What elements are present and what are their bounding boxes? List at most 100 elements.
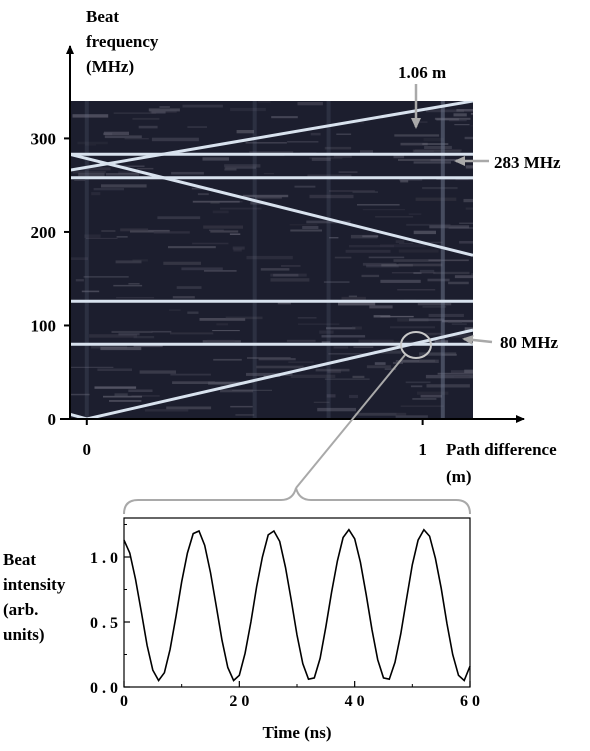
noise-speckle [395, 240, 405, 244]
noise-speckle [329, 190, 375, 192]
noise-speckle [384, 368, 397, 370]
noise-speckle [297, 317, 317, 319]
noise-speckle [207, 339, 235, 344]
noise-speckle [148, 108, 180, 112]
noise-speckle [338, 302, 376, 306]
noise-speckle [242, 194, 289, 198]
noise-speckle [85, 237, 118, 239]
noise-speckle [455, 178, 473, 181]
annotation-80mhz: 80 MHz [462, 333, 559, 352]
noise-speckle [170, 373, 211, 376]
noise-speckle [104, 135, 142, 139]
noise-speckle [75, 279, 84, 282]
noise-speckle [317, 407, 356, 412]
noise-speckle [172, 296, 195, 299]
top-ylabel-line-2: frequency [86, 32, 159, 51]
noise-speckle [233, 248, 242, 252]
noise-speckle [408, 213, 422, 215]
noise-speckle [423, 137, 444, 142]
noise-speckle [210, 230, 239, 233]
noise-speckle [420, 394, 442, 398]
noise-speckle [77, 141, 108, 145]
top-xlabel-line-1: Path difference [446, 440, 557, 459]
noise-speckle [397, 289, 436, 291]
annotation-80mhz-label: 80 MHz [500, 333, 559, 352]
noise-speckle [84, 234, 101, 238]
noise-speckle [138, 125, 158, 129]
noise-speckle [323, 281, 350, 283]
noise-speckle [263, 173, 274, 175]
noise-speckle [453, 113, 467, 117]
noise-speckle [203, 225, 243, 229]
noise-speckle [91, 192, 101, 196]
annotation-283mhz: 283 MHz [454, 153, 561, 172]
bottom-xlabel: Time (ns) [262, 723, 331, 742]
noise-speckle [132, 259, 148, 262]
noise-speckle [254, 196, 282, 199]
noise-speckle [74, 180, 86, 181]
annotation-1-06m: 1.06 m [398, 63, 446, 129]
noise-speckle [202, 157, 229, 161]
noise-speckle [358, 412, 407, 416]
noise-speckle [315, 368, 350, 372]
noise-speckle [94, 386, 137, 389]
noise-speckle [159, 106, 170, 108]
noise-speckle [235, 414, 255, 416]
noise-speckle [448, 119, 467, 122]
noise-speckle [151, 111, 166, 114]
noise-speckle [212, 330, 240, 332]
top-x-tick-label: 0 [83, 440, 92, 459]
noise-speckle [399, 178, 423, 181]
vertical-streak [326, 101, 331, 419]
zoom-callout [123, 331, 471, 515]
noise-speckle [437, 372, 473, 375]
noise-speckle [464, 327, 473, 331]
noise-speckle [270, 273, 307, 277]
top-xlabel-line-2: (m) [446, 467, 471, 486]
noise-speckle [132, 117, 160, 120]
noise-speckle [257, 101, 271, 103]
noise-speckle [199, 318, 246, 321]
top-y-ticks: 0 100 200 300 [31, 129, 70, 429]
noise-speckle [311, 157, 331, 161]
noise-speckle [418, 359, 436, 363]
noise-speckle [307, 174, 352, 178]
noise-speckle [84, 144, 97, 146]
noise-speckle [229, 233, 241, 235]
noise-speckle [400, 405, 444, 407]
spectrogram-noise-texture [70, 101, 473, 419]
noise-speckle [139, 370, 176, 374]
noise-speckle [120, 228, 149, 232]
noise-speckle [419, 269, 435, 273]
noise-speckle [380, 279, 421, 283]
noise-speckle [328, 353, 368, 355]
noise-speckle [133, 336, 155, 339]
noise-speckle [258, 358, 296, 361]
noise-speckle [270, 278, 310, 282]
noise-speckle [433, 271, 470, 275]
noise-speckle [357, 204, 400, 206]
noise-speckle [470, 124, 473, 127]
noise-speckle [428, 259, 469, 262]
top-x-tick-label: 1 [418, 440, 427, 459]
noise-speckle [78, 172, 105, 177]
noise-speckle [333, 346, 349, 349]
noise-speckle [313, 401, 330, 403]
noise-speckle [321, 335, 366, 338]
noise-speckle [319, 330, 334, 334]
bottom-ylabel-line-2: intensity [3, 575, 66, 594]
noise-speckle [412, 398, 437, 400]
noise-speckle [464, 136, 473, 140]
noise-speckle [348, 245, 395, 248]
noise-speckle [464, 369, 473, 373]
noise-speckle [410, 385, 423, 388]
bottom-x-tick-label: 6 0 [460, 693, 480, 710]
noise-speckle [232, 389, 272, 391]
noise-speckle [116, 236, 128, 238]
noise-speckle [101, 184, 147, 188]
noise-speckle [281, 265, 301, 267]
noise-speckle [425, 374, 473, 379]
noise-speckle [360, 150, 373, 154]
